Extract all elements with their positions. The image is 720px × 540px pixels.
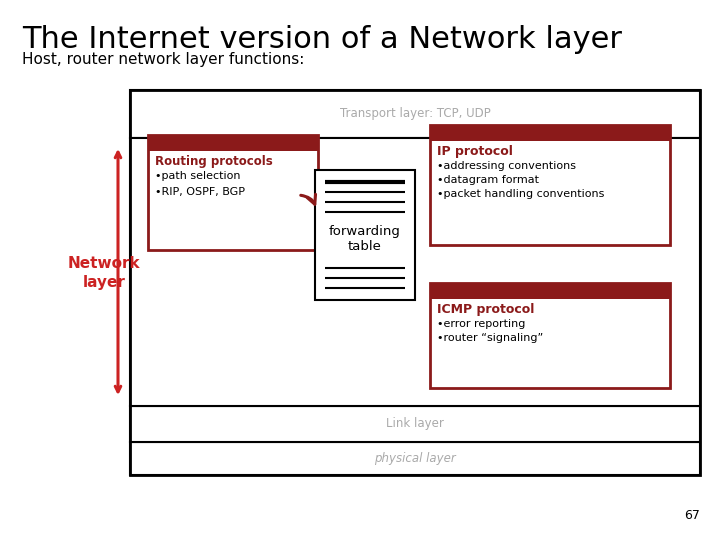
Text: 67: 67	[684, 509, 700, 522]
Text: Routing protocols: Routing protocols	[155, 155, 273, 168]
Bar	[430, 125, 670, 245]
Text: •addressing conventions: •addressing conventions	[437, 161, 576, 171]
Bar	[315, 170, 415, 300]
Bar	[130, 406, 700, 442]
Bar	[130, 90, 700, 475]
Text: table: table	[348, 240, 382, 253]
Text: The Internet version of a Network layer: The Internet version of a Network layer	[22, 25, 622, 54]
Text: •RIP, OSPF, BGP: •RIP, OSPF, BGP	[155, 187, 245, 197]
Text: •router “signaling”: •router “signaling”	[437, 333, 544, 343]
Text: •path selection: •path selection	[155, 171, 240, 181]
Text: forwarding: forwarding	[329, 225, 401, 238]
Text: Network: Network	[68, 256, 140, 272]
Bar	[130, 138, 700, 406]
Text: IP protocol: IP protocol	[437, 145, 513, 158]
Text: •packet handling conventions: •packet handling conventions	[437, 189, 604, 199]
Text: physical layer: physical layer	[374, 452, 456, 465]
Bar	[430, 125, 670, 141]
Text: •datagram format: •datagram format	[437, 175, 539, 185]
Bar	[130, 90, 700, 138]
Text: Link layer: Link layer	[386, 417, 444, 430]
Text: •error reporting: •error reporting	[437, 319, 526, 329]
Bar	[148, 135, 318, 151]
Bar	[130, 442, 700, 475]
Text: ICMP protocol: ICMP protocol	[437, 303, 534, 316]
Text: layer: layer	[83, 274, 125, 289]
Bar	[430, 283, 670, 299]
Text: Transport layer: TCP, UDP: Transport layer: TCP, UDP	[340, 107, 490, 120]
Bar	[430, 283, 670, 388]
Text: Host, router network layer functions:: Host, router network layer functions:	[22, 52, 305, 67]
Bar	[148, 135, 318, 250]
